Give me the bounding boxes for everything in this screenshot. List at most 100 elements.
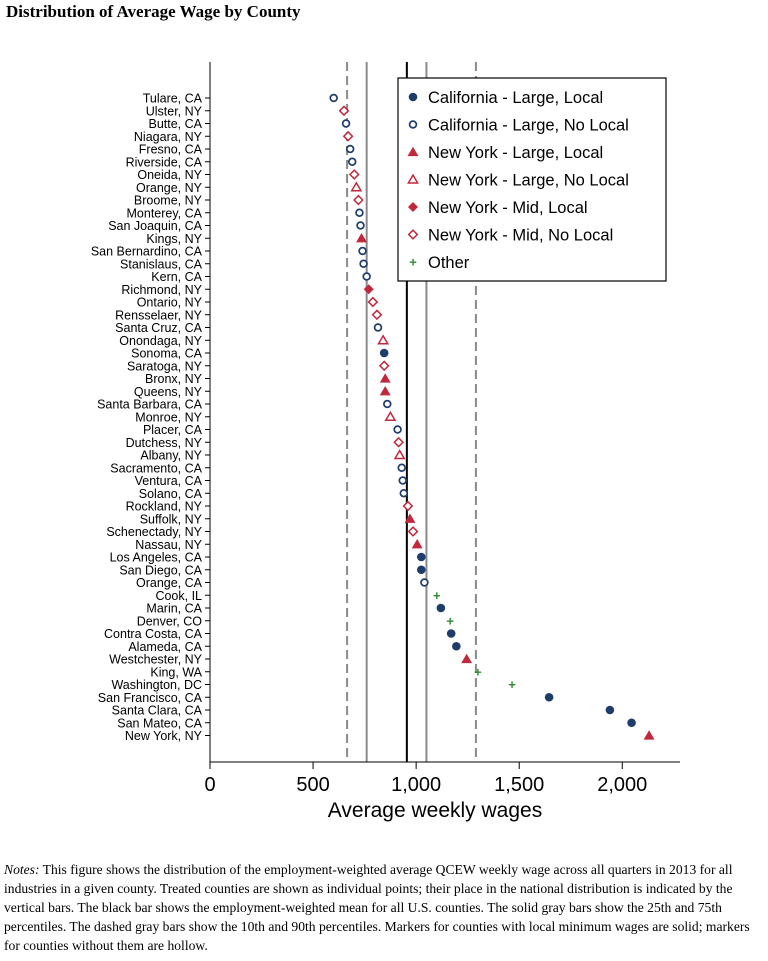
marker-kings-ny (356, 233, 367, 243)
county-label-stanislaus-ca: Stanislaus, CA (120, 257, 203, 271)
marker-monroe-ny (384, 410, 397, 422)
marker-bronx-ny (379, 373, 391, 383)
x-tick-label-1000: 1,000 (391, 774, 441, 796)
marker-butte-ca (341, 119, 351, 128)
marker-san-mateo-ca (627, 718, 636, 728)
county-label-oneida-ny: Oneida, NY (137, 168, 202, 182)
marker-albany-ny (393, 449, 406, 460)
county-label-tulare-ca: Tulare, CA (143, 92, 203, 106)
marker-onondaga-ny (377, 334, 390, 345)
county-label-san-mateo-ca: San Mateo, CA (117, 716, 202, 730)
marker-oneida-ny (348, 169, 360, 180)
marker-ventura-ca (398, 476, 407, 485)
county-label-san-diego-ca: San Diego, CA (119, 563, 202, 577)
county-label-butte-ca: Butte, CA (149, 117, 203, 131)
county-label-ulster-ny: Ulster, NY (146, 104, 203, 118)
marker-riverside-ca (347, 157, 357, 167)
marker-ontario-ny (367, 296, 379, 308)
county-label-saratoga-ny: Saratoga, NY (127, 359, 203, 373)
county-label-san-bernardino-ca: San Bernardino, CA (91, 245, 203, 259)
marker-westchester-ny (461, 653, 473, 664)
x-tick-label-0: 0 (204, 774, 215, 796)
county-label-king-wa: King, WA (150, 665, 202, 679)
legend-box (397, 77, 667, 282)
county-label-kern-ca: Kern, CA (151, 270, 202, 284)
x-tick-label-500: 500 (296, 774, 329, 796)
marker-saratoga-ny (378, 360, 390, 372)
figure-notes: Notes: This figure shows the distributio… (4, 860, 760, 955)
notes-label: Notes: (4, 862, 40, 877)
marker-washington-dc: + (508, 677, 516, 692)
legend-label-other: Other (428, 254, 470, 272)
county-label-santa-cruz-ca: Santa Cruz, CA (115, 321, 203, 335)
data-markers: + + + + (329, 93, 655, 740)
marker-san-francisco-ca (544, 692, 554, 702)
marker-denver-co: + (446, 613, 454, 628)
legend-marker-ny-local (407, 146, 419, 157)
marker-santa-clara-ca (605, 705, 615, 715)
notes-text: This figure shows the distribution of th… (4, 862, 750, 953)
county-label-ventura-ca: Ventura, CA (135, 474, 203, 488)
marker-niagara-ny (342, 130, 354, 142)
marker-richmond-ny (363, 284, 374, 295)
marker-santa-cruz-ca (373, 323, 383, 332)
county-label-suffolk-ny: Suffolk, NY (140, 512, 203, 526)
marker-broome-ny (353, 194, 364, 206)
county-label-cook-il: Cook, IL (155, 589, 202, 603)
marker-monterey-ca (355, 208, 364, 218)
marker-santa-barbara-ca (383, 399, 392, 409)
legend-marker-ca-local (408, 92, 418, 102)
county-label-contra-costa-ca: Contra Costa, CA (104, 627, 203, 641)
marker-los-angeles-ca (416, 552, 426, 562)
marker-kern-ca (362, 272, 371, 281)
marker-alameda-ca (452, 641, 461, 651)
county-label-new-york-ny: New York, NY (125, 729, 203, 743)
county-label-fresno-ca: Fresno, CA (139, 143, 203, 157)
marker-san-bernardino-ca (358, 246, 367, 256)
county-label-san-francisco-ca: San Francisco, CA (98, 691, 203, 705)
marker-suffolk-ny (404, 513, 416, 523)
marker-orange-ny (350, 181, 363, 192)
marker-san-diego-ca (416, 565, 426, 575)
x-tick-label-2000: 2,000 (597, 774, 647, 796)
county-label-washington-dc: Washington, DC (111, 678, 202, 692)
county-label-rockland-ny: Rockland, NY (126, 500, 203, 514)
x-tick-label-1500: 1,500 (494, 774, 544, 796)
county-label-bronx-ny: Bronx, NY (145, 372, 203, 386)
county-label-ontario-ny: Ontario, NY (137, 296, 203, 310)
marker-marin-ca (436, 603, 446, 613)
legend-marker-other: + (409, 255, 417, 270)
marker-new-york-ny (643, 730, 655, 740)
county-label-santa-clara-ca: Santa Clara, CA (112, 704, 203, 718)
county-label-santa-barbara-ca: Santa Barbara, CA (97, 398, 203, 412)
legend-marker-ca-nolocal (408, 120, 418, 129)
county-label-sonoma-ca: Sonoma, CA (131, 347, 203, 361)
county-label-alameda-ca: Alameda, CA (128, 640, 202, 654)
x-axis-label: Average weekly wages (328, 799, 542, 822)
marker-sonoma-ca (379, 348, 389, 358)
marker-fresno-ca (345, 144, 355, 154)
county-label-dutchess-ny: Dutchess, NY (126, 436, 203, 450)
county-label-kings-ny: Kings, NY (146, 232, 202, 246)
county-label-onondaga-ny: Onondaga, NY (119, 334, 202, 348)
county-label-schenectady-ny: Schenectady, NY (106, 525, 202, 539)
legend-label-ny-local: New York - Large, Local (428, 144, 603, 162)
county-label-queens-ny: Queens, NY (134, 385, 203, 399)
county-label-marin-ca: Marin, CA (146, 602, 202, 616)
county-label-nassau-ny: Nassau, NY (135, 538, 202, 552)
county-label-rensselaer-ny: Rensselaer, NY (115, 308, 203, 322)
marker-nassau-ny (411, 539, 423, 549)
legend-label-nym-local: New York - Mid, Local (428, 199, 588, 217)
county-label-riverside-ca: Riverside, CA (126, 155, 203, 169)
marker-stanislaus-ca (359, 259, 368, 269)
county-label-sacramento-ca: Sacramento, CA (110, 461, 202, 475)
county-label-orange-ny: Orange, NY (136, 181, 203, 195)
legend-marker-nym-local (408, 202, 418, 212)
marker-rockland-ny (402, 500, 414, 512)
figure-title: Distribution of Average Wage by County (6, 2, 301, 21)
county-label-monterey-ca: Monterey, CA (127, 206, 203, 220)
county-label-richmond-ny: Richmond, NY (121, 283, 202, 297)
marker-queens-ny (379, 386, 391, 396)
